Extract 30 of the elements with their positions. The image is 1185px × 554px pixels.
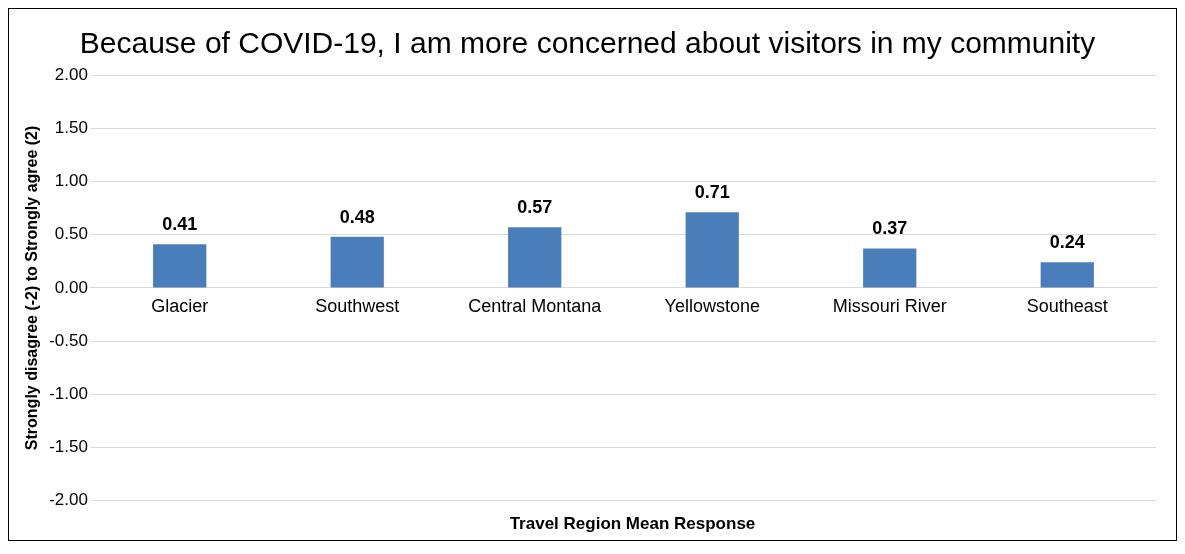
y-tick-label: -2.00 [49,490,88,510]
y-tick-label: 1.00 [54,171,88,191]
bar [685,212,739,288]
x-tick-label: Missouri River [832,295,947,316]
x-axis-title: Travel Region Mean Response [508,514,757,535]
y-tick-label: 1.50 [54,117,88,137]
data-label: 0.71 [694,182,730,203]
y-tick-label: -0.50 [49,330,88,350]
data-label: 0.41 [162,214,198,235]
x-tick-label: Glacier [151,295,209,316]
y-axis-title: Strongly disagree (-2) to Strongly agree (2) [23,125,41,451]
bar [863,248,917,288]
y-tick-label: 0.50 [54,224,88,244]
bar [1040,262,1094,288]
x-tick-label: Southwest [315,295,400,316]
bar [330,236,384,288]
data-label: 0.48 [339,206,375,227]
bar [508,227,562,288]
data-label: 0.24 [1049,232,1085,253]
x-tick-label: Central Montana [468,295,603,316]
y-tick-label: -1.50 [49,437,88,457]
y-tick-label: -1.00 [49,384,88,404]
x-tick-label: Southeast [1026,295,1108,316]
x-tick-label: Yellowstone [664,295,760,316]
y-tick-label: 2.00 [54,64,88,84]
bar [153,244,207,288]
data-label: 0.37 [872,218,908,239]
chart-title: Because of COVID-19, I am more concerned about visitors in my community [79,26,1096,60]
data-label: 0.57 [517,197,553,218]
y-tick-label: 0.00 [54,277,88,297]
